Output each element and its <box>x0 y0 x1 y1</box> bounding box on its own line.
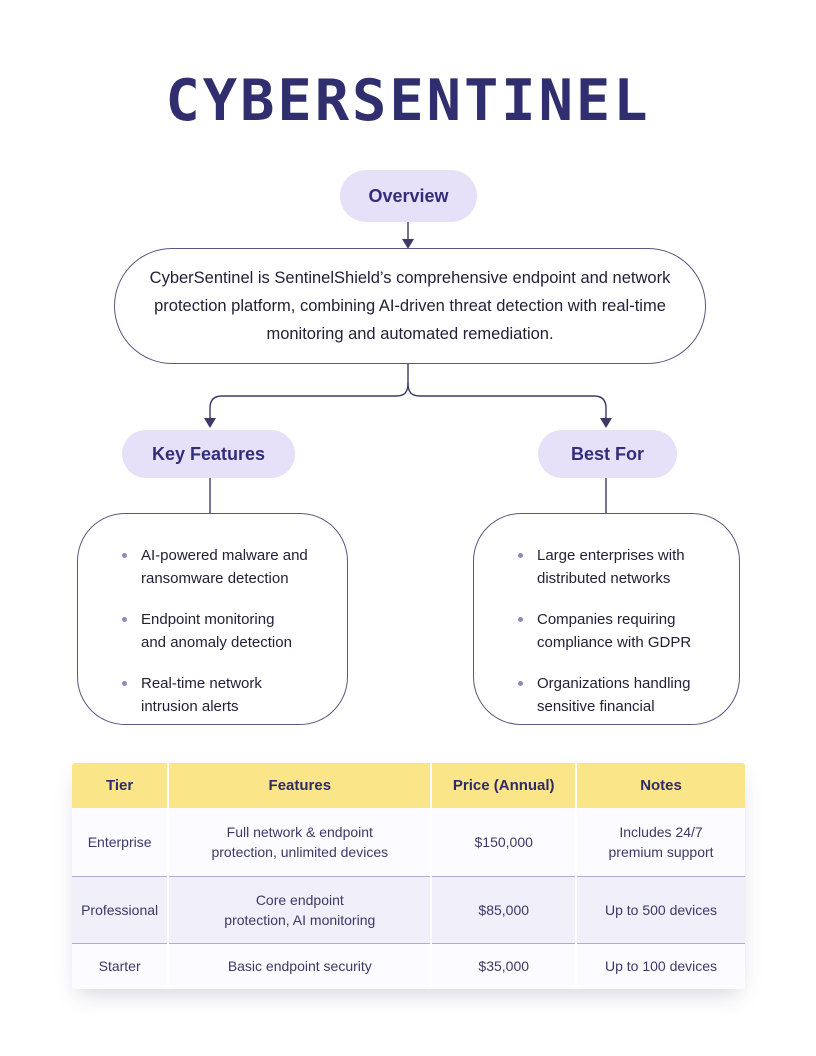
cell-price: $35,000 <box>430 942 577 989</box>
bullet-icon <box>122 617 127 622</box>
key-features-box: AI-powered malware and ransomware detect… <box>77 513 348 725</box>
list-item-text: Large enterprises with distributed netwo… <box>537 547 685 587</box>
cell-tier: Starter <box>72 942 169 989</box>
overview-pill-label: Overview <box>368 185 449 206</box>
arrowhead-down-icon <box>204 418 216 428</box>
list-item: Companies requiring compliance with GDPR <box>518 608 739 654</box>
table-row: Professional Core endpoint protection, A… <box>72 875 745 943</box>
page-title: CYBERSENTINEL <box>165 68 651 134</box>
header-price: Price (Annual) <box>430 763 577 808</box>
cell-text: $85,000 <box>478 901 530 918</box>
list-item: Real-time network intrusion alerts <box>122 672 347 718</box>
key-features-pill-label: Key Features <box>151 443 266 464</box>
connector-right-branch <box>407 382 607 418</box>
best-for-pill-label: Best For <box>570 443 644 464</box>
cell-features: Full network & endpoint protection, unli… <box>167 808 432 876</box>
bullet-icon <box>518 681 523 686</box>
best-for-box: Large enterprises with distributed netwo… <box>473 513 740 725</box>
cell-text: $150,000 <box>474 833 533 850</box>
cell-text: Core endpoint protection, AI monitoring <box>224 891 376 928</box>
best-for-list: Large enterprises with distributed netwo… <box>474 514 739 718</box>
header-tier: Tier <box>72 763 169 808</box>
cell-tier: Enterprise <box>72 808 168 876</box>
cell-features: Core endpoint protection, AI monitoring <box>167 875 432 943</box>
cell-text: $35,000 <box>478 958 530 975</box>
best-for-pill: Best For <box>538 430 677 478</box>
cell-text: Professional <box>81 901 159 918</box>
cell-text: Includes 24/7 premium support <box>608 823 714 860</box>
table-row: Enterprise Full network & endpoint prote… <box>72 808 745 876</box>
header-notes: Notes <box>575 763 745 808</box>
header-features: Features <box>167 763 432 808</box>
cell-text: Full network & endpoint protection, unli… <box>211 823 389 860</box>
list-item-text: Endpoint monitoring and anomaly detectio… <box>141 611 292 651</box>
list-item-text: AI-powered malware and ransomware detect… <box>141 547 308 587</box>
bullet-icon <box>518 553 523 558</box>
cell-notes: Up to 500 devices <box>575 875 745 943</box>
connector-left-branch <box>209 364 409 418</box>
list-item: Large enterprises with distributed netwo… <box>518 544 739 590</box>
pricing-table: Tier Features Price (Annual) Notes Enter… <box>72 763 745 989</box>
bullet-icon <box>122 681 127 686</box>
cell-text: Enterprise <box>87 833 152 850</box>
table-header-row: Tier Features Price (Annual) Notes <box>72 763 745 808</box>
overview-description-text: CyberSentinel is SentinelShield’s compre… <box>149 269 671 343</box>
overview-description-box: CyberSentinel is SentinelShield’s compre… <box>114 248 706 364</box>
bullet-icon <box>518 617 523 622</box>
list-item: AI-powered malware and ransomware detect… <box>122 544 347 590</box>
bullet-icon <box>122 553 127 558</box>
cell-notes: Up to 100 devices <box>575 942 745 989</box>
cell-text: Starter <box>98 958 141 975</box>
cell-tier: Professional <box>72 875 169 943</box>
list-item-text: Companies requiring compliance with GDPR <box>537 611 692 651</box>
key-features-pill: Key Features <box>122 430 295 478</box>
cell-price: $85,000 <box>430 875 577 943</box>
cell-text: Up to 500 devices <box>604 901 718 918</box>
cell-features: Basic endpoint security <box>167 942 432 989</box>
pricing-table-card: Tier Features Price (Annual) Notes Enter… <box>72 763 745 989</box>
list-item-text: Real-time network intrusion alerts <box>141 675 262 715</box>
list-item: Organizations handling sensitive financi… <box>518 672 739 718</box>
cell-price: $150,000 <box>430 808 577 876</box>
table-row: Starter Basic endpoint security $35,000 … <box>72 942 745 989</box>
arrowhead-down-icon <box>600 418 612 428</box>
list-item: Endpoint monitoring and anomaly detectio… <box>122 608 347 654</box>
cell-text: Up to 100 devices <box>604 958 718 975</box>
overview-pill: Overview <box>340 170 477 222</box>
key-features-list: AI-powered malware and ransomware detect… <box>78 514 347 718</box>
cell-notes: Includes 24/7 premium support <box>575 808 745 876</box>
list-item-text: Organizations handling sensitive financi… <box>537 675 691 715</box>
cell-text: Basic endpoint security <box>227 958 372 975</box>
